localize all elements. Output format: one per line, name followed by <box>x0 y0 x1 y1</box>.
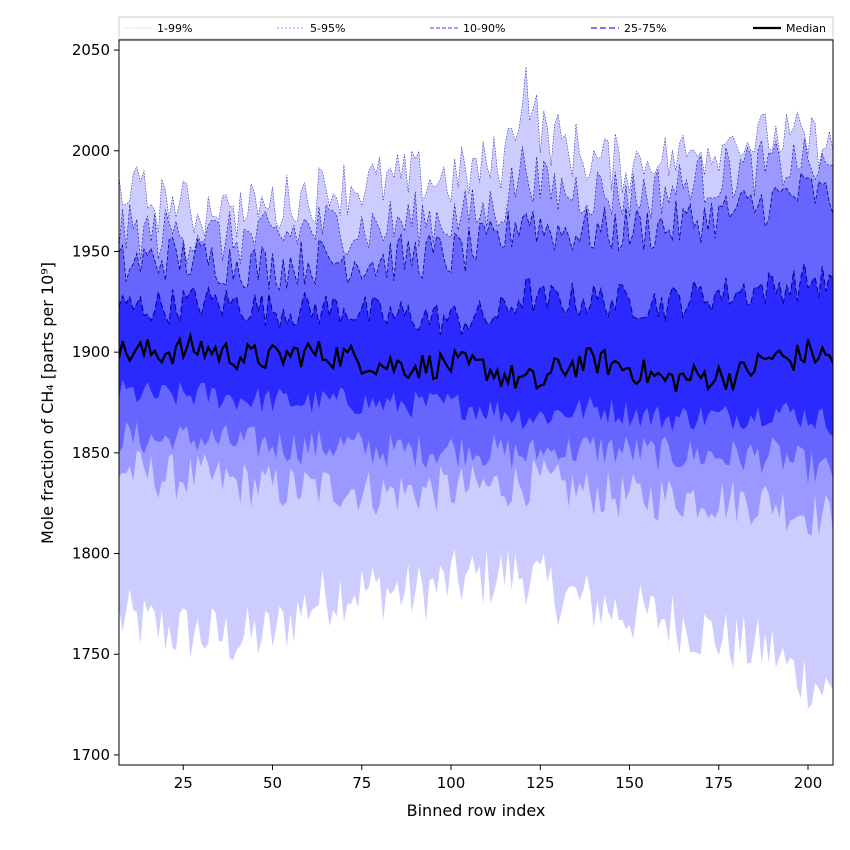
plot-area <box>119 66 833 709</box>
x-tick-label: 125 <box>526 774 555 792</box>
x-tick-label: 100 <box>437 774 466 792</box>
legend: 1-99% 5-95% 10-90% 25-75% Median <box>118 16 834 40</box>
x-axis-label: Binned row index <box>407 801 546 820</box>
x-tick-label: 175 <box>704 774 733 792</box>
y-tick-label: 1900 <box>72 343 110 361</box>
median-line <box>119 331 833 392</box>
line-p95 <box>119 138 833 264</box>
line-p99 <box>119 66 833 238</box>
x-tick-label: 25 <box>174 774 193 792</box>
x-tick-label: 75 <box>352 774 371 792</box>
legend-label: 25-75% <box>624 22 666 35</box>
legend-box <box>118 16 834 40</box>
bands <box>119 66 833 709</box>
band-25-75 <box>119 263 833 436</box>
line-p75 <box>119 263 833 336</box>
line-p90 <box>119 171 833 291</box>
y-tick-label: 2000 <box>72 142 110 160</box>
plot-frame <box>118 39 834 766</box>
y-tick-label: 1850 <box>72 444 110 462</box>
y-tick-label: 1800 <box>72 545 110 563</box>
legend-label: 1-99% <box>157 22 192 35</box>
x-tick-label: 200 <box>794 774 823 792</box>
y-tick-label: 1750 <box>72 645 110 663</box>
legend-label: 5-95% <box>310 22 345 35</box>
legend-label: 10-90% <box>463 22 505 35</box>
y-tick-label: 1950 <box>72 242 110 260</box>
x-tick-label: 150 <box>615 774 644 792</box>
axes: 25 50 75 100 125 150 175 200 1700 1750 1800 1850 190… <box>72 39 834 792</box>
x-tick-label: 50 <box>263 774 282 792</box>
y-tick-label: 2050 <box>72 41 110 59</box>
y-axis-label: Mole fraction of CH₄ [parts per 10⁹] <box>38 262 57 544</box>
legend-label: Median <box>786 22 826 35</box>
y-tick-label: 1700 <box>72 746 110 764</box>
